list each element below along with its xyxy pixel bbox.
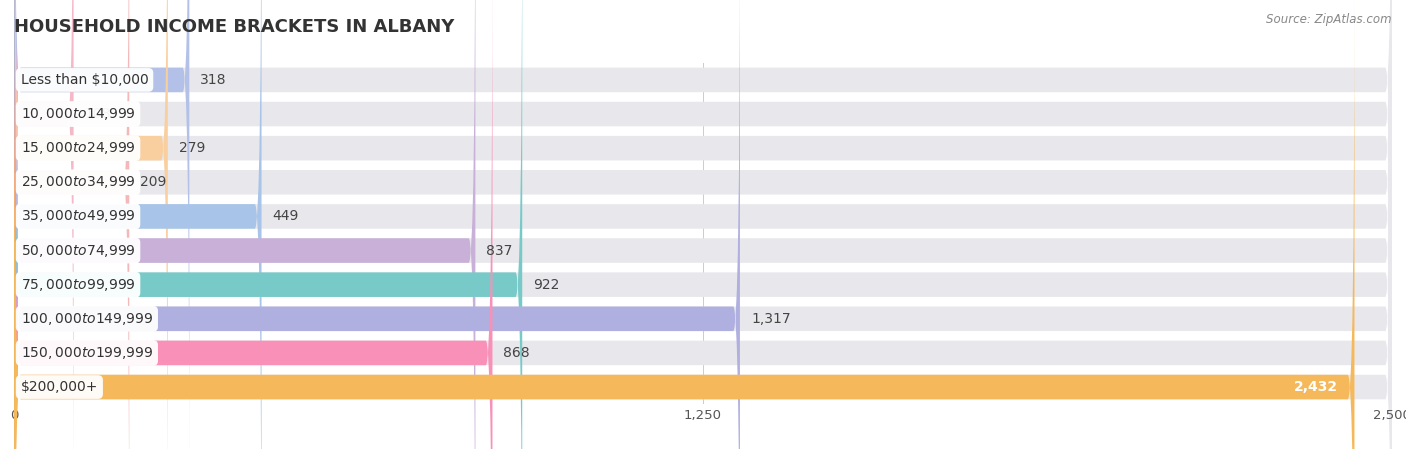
Text: $15,000 to $24,999: $15,000 to $24,999 <box>21 140 135 156</box>
Text: $10,000 to $14,999: $10,000 to $14,999 <box>21 106 135 122</box>
Text: 279: 279 <box>179 141 205 155</box>
Text: Less than $10,000: Less than $10,000 <box>21 73 149 87</box>
Text: 2,432: 2,432 <box>1294 380 1339 394</box>
FancyBboxPatch shape <box>14 0 740 449</box>
Text: $100,000 to $149,999: $100,000 to $149,999 <box>21 311 153 327</box>
FancyBboxPatch shape <box>14 0 1354 449</box>
FancyBboxPatch shape <box>14 0 1392 449</box>
Text: $200,000+: $200,000+ <box>21 380 98 394</box>
FancyBboxPatch shape <box>14 0 1392 449</box>
Text: $150,000 to $199,999: $150,000 to $199,999 <box>21 345 153 361</box>
FancyBboxPatch shape <box>14 0 1392 449</box>
FancyBboxPatch shape <box>14 0 475 449</box>
Text: $25,000 to $34,999: $25,000 to $34,999 <box>21 174 135 190</box>
Text: 837: 837 <box>486 243 513 258</box>
FancyBboxPatch shape <box>14 0 190 449</box>
FancyBboxPatch shape <box>14 0 1392 449</box>
Text: 922: 922 <box>533 277 560 292</box>
Text: 209: 209 <box>141 175 167 189</box>
FancyBboxPatch shape <box>14 0 129 449</box>
Text: 318: 318 <box>200 73 226 87</box>
Text: Source: ZipAtlas.com: Source: ZipAtlas.com <box>1267 13 1392 26</box>
Text: 868: 868 <box>503 346 530 360</box>
FancyBboxPatch shape <box>14 0 1392 449</box>
FancyBboxPatch shape <box>14 0 1392 449</box>
FancyBboxPatch shape <box>14 0 492 449</box>
FancyBboxPatch shape <box>14 0 1392 449</box>
Text: 449: 449 <box>273 209 299 224</box>
Text: $75,000 to $99,999: $75,000 to $99,999 <box>21 277 135 293</box>
FancyBboxPatch shape <box>14 0 167 449</box>
Text: $35,000 to $49,999: $35,000 to $49,999 <box>21 208 135 224</box>
FancyBboxPatch shape <box>14 0 522 449</box>
Text: 108: 108 <box>84 107 111 121</box>
FancyBboxPatch shape <box>14 0 1392 449</box>
FancyBboxPatch shape <box>14 0 73 449</box>
FancyBboxPatch shape <box>14 0 262 449</box>
Text: HOUSEHOLD INCOME BRACKETS IN ALBANY: HOUSEHOLD INCOME BRACKETS IN ALBANY <box>14 18 454 36</box>
Text: $50,000 to $74,999: $50,000 to $74,999 <box>21 242 135 259</box>
Text: 1,317: 1,317 <box>751 312 790 326</box>
FancyBboxPatch shape <box>14 0 1392 449</box>
FancyBboxPatch shape <box>14 0 1392 449</box>
